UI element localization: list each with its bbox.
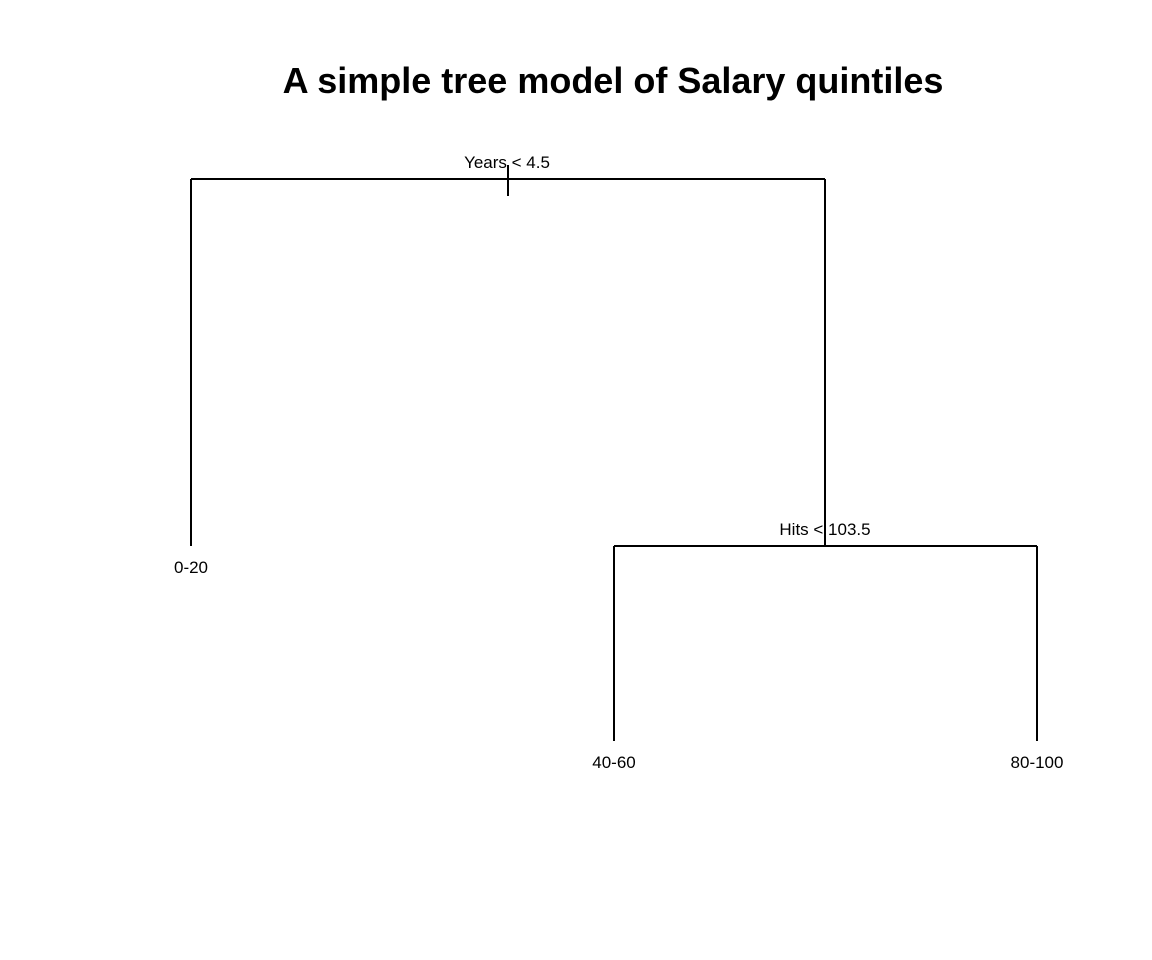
- diagram-title: A simple tree model of Salary quintiles: [283, 60, 944, 101]
- leaf-label-right: 80-100: [1011, 753, 1064, 772]
- leaf-label-middle: 40-60: [592, 753, 635, 772]
- root-split-label: Years < 4.5: [464, 153, 550, 172]
- leaf-label-left: 0-20: [174, 558, 208, 577]
- root-split-node: Years < 4.5: [191, 153, 825, 196]
- inner-split-node: Hits < 103.5: [614, 520, 1037, 547]
- inner-split-label: Hits < 103.5: [779, 520, 870, 539]
